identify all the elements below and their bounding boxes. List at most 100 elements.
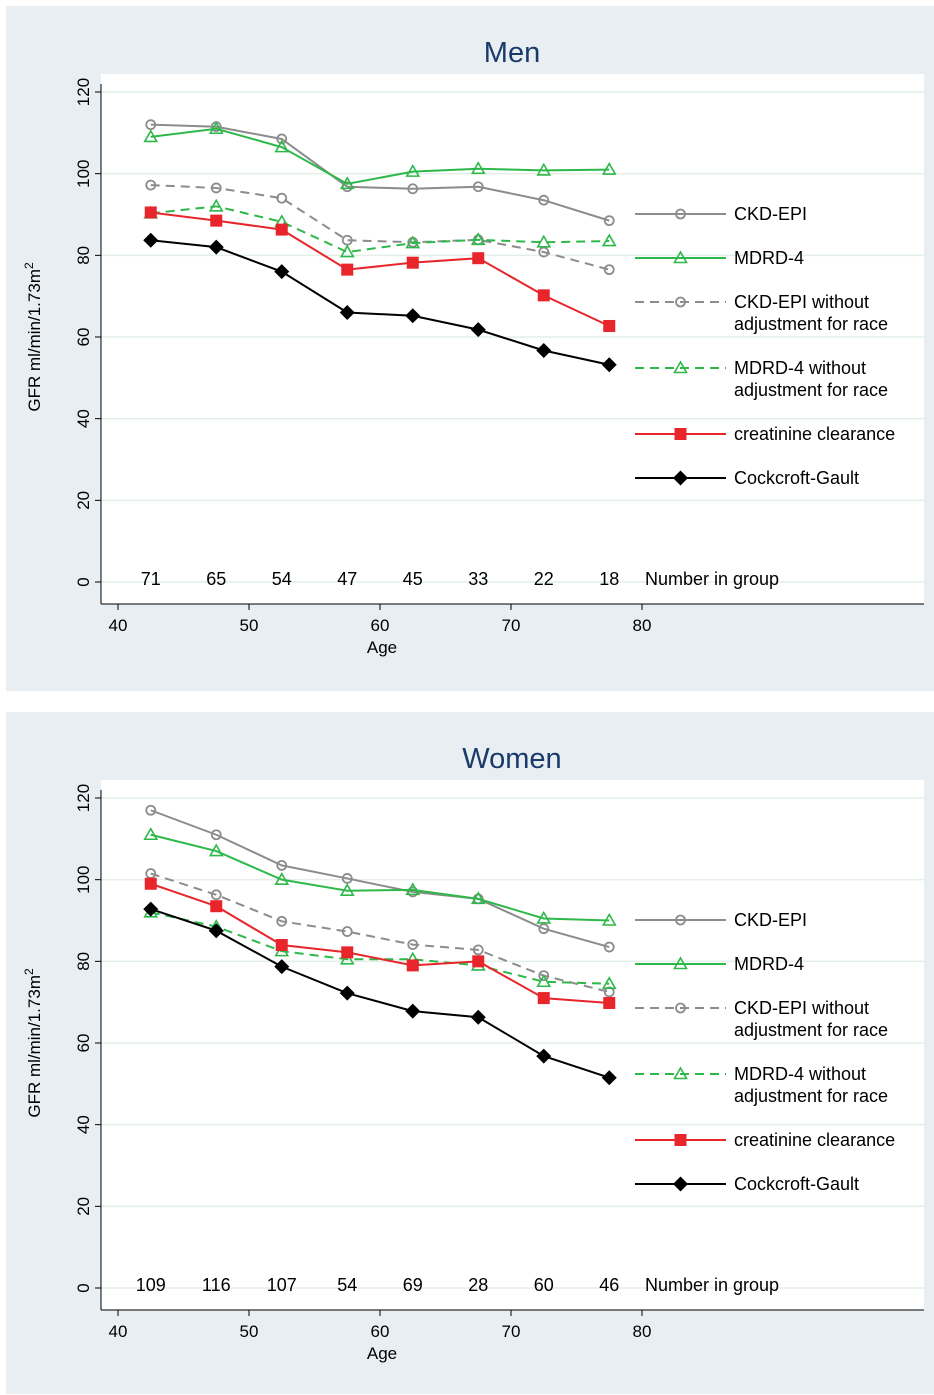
women-y-axis-label: GFR ml/min/1.73m2 <box>22 968 44 1118</box>
men-count-label-0: 71 <box>141 569 161 589</box>
women-point-mdrd-4-6 <box>536 910 552 924</box>
men-point-ckd-epi-without-adjustment-for-race-0 <box>145 179 157 191</box>
women-legend-label-mdrd-4-without-adjustment-for-race-0: MDRD-4 without <box>734 1064 866 1084</box>
women-point-ckd-epi-2 <box>276 859 288 871</box>
men-point-ckd-epi-6 <box>538 194 550 206</box>
women-count-label-4: 69 <box>403 1275 423 1295</box>
women-point-cockcroft-gault-3 <box>339 985 355 1001</box>
women-point-mdrd-4-without-adjustment-for-race-3 <box>339 951 355 965</box>
women-y-tick-label-0: 0 <box>74 1283 93 1292</box>
women-point-mdrd-4-4 <box>405 882 421 896</box>
women-point-cockcroft-gault-5 <box>470 1009 486 1025</box>
men-y-tick-label-60: 60 <box>74 328 93 347</box>
men-y-tick-label-40: 40 <box>74 409 93 428</box>
men-point-ckd-epi-without-adjustment-for-race-2 <box>276 192 288 204</box>
men-legend-label-mdrd-4-0: MDRD-4 <box>734 248 804 268</box>
men-point-ckd-epi-without-adjustment-for-race-7 <box>603 264 615 276</box>
men-chart-panel: 0 20 40 60 80 100 120 40 50 60 70 80 Age GFR ml/min/1… <box>6 6 934 691</box>
men-point-ckd-epi-4 <box>407 183 419 195</box>
women-y-tick-label-80: 80 <box>74 952 93 971</box>
women-legend-marker-mdrd-4 <box>673 956 688 970</box>
women-legend-label-creatinine-clearance-0: creatinine clearance <box>734 1130 895 1150</box>
men-point-mdrd-4-without-adjustment-for-race-6 <box>536 234 552 248</box>
men-x-axis-label: Age <box>367 638 397 657</box>
women-count-label-3: 54 <box>337 1275 357 1295</box>
women-series-creatinine-clearance <box>144 877 616 1009</box>
men-legend-label-creatinine-clearance-0: creatinine clearance <box>734 424 895 444</box>
men-point-creatinine-clearance-4 <box>406 256 419 269</box>
men-legend-label-cockcroft-gault-0: Cockcroft-Gault <box>734 468 859 488</box>
women-line-ckd-epi <box>150 809 610 949</box>
women-point-ckd-epi-without-adjustment-for-race-2 <box>276 915 288 927</box>
men-point-creatinine-clearance-5 <box>472 252 485 265</box>
men-point-ckd-epi-5 <box>472 181 484 193</box>
men-point-cockcroft-gault-7 <box>601 357 617 373</box>
men-point-mdrd-4-without-adjustment-for-race-3 <box>339 244 355 258</box>
men-count-label-6: 22 <box>534 569 554 589</box>
women-point-cockcroft-gault-7 <box>601 1070 617 1086</box>
women-point-ckd-epi-1 <box>210 829 222 841</box>
men-point-mdrd-4-without-adjustment-for-race-7 <box>601 233 617 247</box>
women-legend-label-mdrd-4-without-adjustment-for-race-1: adjustment for race <box>734 1086 888 1106</box>
men-series-mdrd-4 <box>143 121 617 190</box>
women-point-ckd-epi-0 <box>145 804 157 816</box>
women-count-label-1: 116 <box>202 1275 231 1295</box>
women-point-cockcroft-gault-0 <box>143 901 159 917</box>
women-series-mdrd-4 <box>143 827 617 926</box>
men-x-tick-label-60: 60 <box>371 616 390 635</box>
men-point-creatinine-clearance-0 <box>144 206 157 219</box>
women-y-tick-label-100: 100 <box>74 865 93 893</box>
women-point-creatinine-clearance-6 <box>537 992 550 1005</box>
men-count-label-1: 65 <box>206 569 226 589</box>
men-point-creatinine-clearance-3 <box>341 263 354 276</box>
men-chart: 0 20 40 60 80 100 120 40 50 60 70 80 Age GFR ml/min/1… <box>22 37 924 657</box>
women-point-creatinine-clearance-3 <box>341 946 354 959</box>
men-count-label-5: 33 <box>468 569 488 589</box>
men-point-ckd-epi-7 <box>603 215 615 227</box>
women-count-label-2: 107 <box>267 1275 297 1295</box>
women-line-mdrd-4-without-adjustment-for-race <box>150 911 610 985</box>
women-point-mdrd-4-5 <box>470 891 486 905</box>
women-point-ckd-epi-without-adjustment-for-race-1 <box>210 889 222 901</box>
men-count-label-3: 47 <box>337 569 357 589</box>
women-legend-marker-cockcroft-gault <box>673 1176 688 1192</box>
men-x-tick-label-40: 40 <box>109 616 128 635</box>
men-point-cockcroft-gault-6 <box>536 342 552 358</box>
women-point-ckd-epi-without-adjustment-for-race-7 <box>603 986 615 998</box>
men-plot-area <box>101 74 924 604</box>
women-count-label-5: 28 <box>468 1275 488 1295</box>
women-x-axis-label: Age <box>367 1344 397 1363</box>
men-line-cockcroft-gault <box>150 239 610 366</box>
women-point-creatinine-clearance-2 <box>275 939 288 951</box>
women-point-creatinine-clearance-4 <box>406 959 419 972</box>
women-point-ckd-epi-without-adjustment-for-race-3 <box>341 926 353 937</box>
women-legend-marker-ckd-epi-without-adjustment-for-race <box>675 1002 686 1014</box>
women-chart-title: Women <box>462 743 561 775</box>
men-legend-marker-mdrd-4-without-adjustment-for-race <box>673 360 688 374</box>
men-legend-marker-mdrd-4 <box>673 250 688 264</box>
men-y-tick-label-120: 120 <box>74 78 93 106</box>
men-point-cockcroft-gault-3 <box>339 305 355 320</box>
men-x-tick-label-80: 80 <box>633 616 652 635</box>
men-point-mdrd-4-3 <box>339 176 355 190</box>
men-count-caption: Number in group <box>645 569 779 589</box>
men-point-mdrd-4-7 <box>601 161 617 175</box>
men-count-label-7: 18 <box>599 569 619 589</box>
men-legend-label-mdrd-4-without-adjustment-for-race-0: MDRD-4 without <box>734 358 866 378</box>
men-count-label-4: 45 <box>403 569 423 589</box>
women-count-label-6: 60 <box>534 1275 554 1295</box>
men-point-mdrd-4-without-adjustment-for-race-4 <box>405 235 421 249</box>
women-point-ckd-epi-without-adjustment-for-race-6 <box>538 970 550 982</box>
men-point-creatinine-clearance-1 <box>210 214 223 227</box>
women-point-creatinine-clearance-5 <box>472 955 485 968</box>
women-line-mdrd-4 <box>150 833 610 922</box>
women-point-creatinine-clearance-7 <box>603 996 616 1009</box>
women-legend-label-mdrd-4-0: MDRD-4 <box>734 954 804 974</box>
women-x-tick-label-50: 50 <box>240 1322 259 1341</box>
women-point-creatinine-clearance-1 <box>210 900 223 913</box>
women-legend-label-ckd-epi-without-adjustment-for-race-0: CKD-EPI without <box>734 998 869 1018</box>
men-series-creatinine-clearance <box>144 206 616 332</box>
men-point-mdrd-4-0 <box>143 129 159 143</box>
men-point-cockcroft-gault-5 <box>470 322 486 338</box>
men-point-ckd-epi-0 <box>145 119 157 131</box>
